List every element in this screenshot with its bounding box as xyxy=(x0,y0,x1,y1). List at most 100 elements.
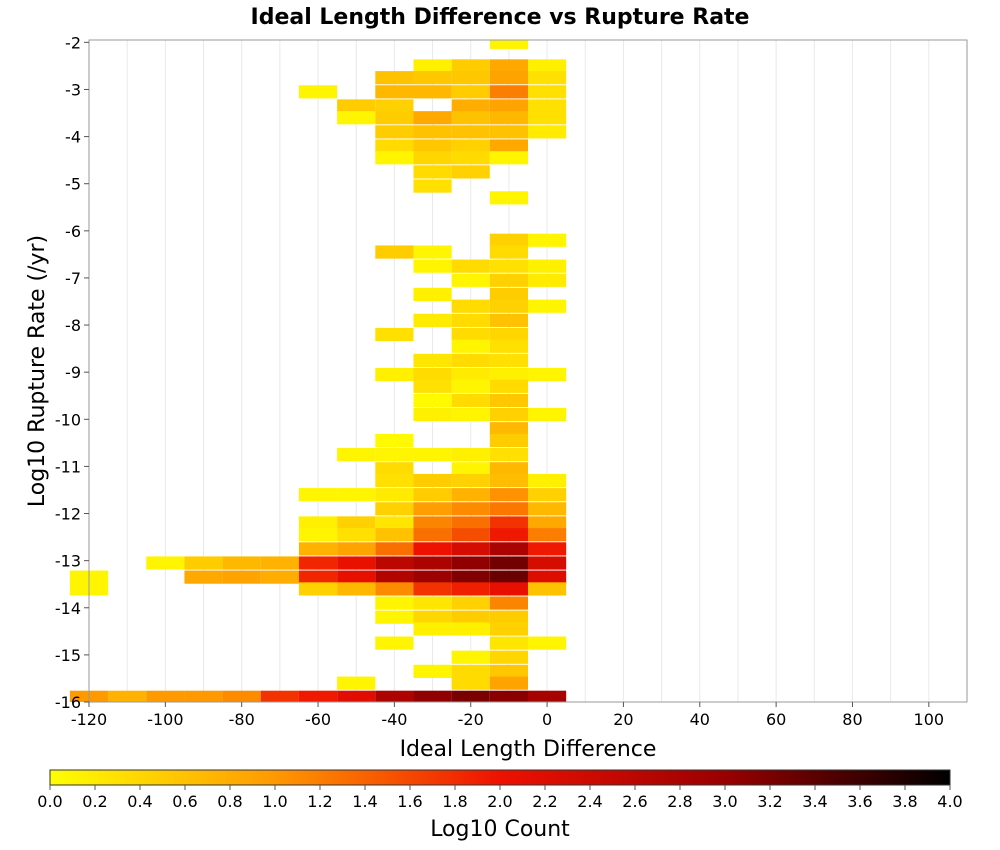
heatmap-cell xyxy=(489,245,528,259)
y-axis: -2 -3 -4 -5 -6 -7 -8 -9 -10 -11 -12 -13 -14 -15 -16 xyxy=(55,33,89,712)
heatmap-cell xyxy=(528,556,567,570)
y-axis-label: Log10 Rupture Rate (/yr) xyxy=(25,235,50,507)
heatmap-cell xyxy=(451,99,490,113)
heatmap-cell xyxy=(528,528,567,542)
heatmap-cell xyxy=(413,488,452,502)
heatmap-cell xyxy=(489,528,528,542)
x-tick-label: 40 xyxy=(690,710,710,729)
heatmap-cell xyxy=(413,59,452,73)
heatmap-cell xyxy=(451,85,490,99)
heatmap-cell xyxy=(489,462,528,476)
heatmap-cell xyxy=(451,151,490,165)
heatmap-cell xyxy=(375,582,414,596)
heatmap-cell xyxy=(451,165,490,179)
heatmap-cell xyxy=(489,407,528,422)
heatmap-cell xyxy=(413,85,452,99)
heatmap-cell xyxy=(451,448,490,462)
heatmap-cell xyxy=(451,542,490,556)
heatmap-cell xyxy=(451,407,490,422)
heatmap-cell xyxy=(337,516,376,530)
heatmap-cell xyxy=(337,528,376,542)
heatmap-cell xyxy=(375,85,414,99)
heatmap-cell xyxy=(375,448,414,462)
heatmap-cell xyxy=(489,636,528,650)
heatmap-cell xyxy=(375,125,414,139)
heatmap-cell xyxy=(413,596,452,610)
y-tick-label: -11 xyxy=(55,457,81,476)
heatmap-cell xyxy=(375,542,414,556)
heatmap-cell xyxy=(413,313,452,327)
heatmap-cell xyxy=(528,99,567,113)
heatmap-cell xyxy=(298,528,338,542)
heatmap-cell xyxy=(413,473,452,488)
colorbar-tick-label: 0.2 xyxy=(82,792,107,811)
x-tick-label: 80 xyxy=(842,710,862,729)
heatmap-cell xyxy=(375,473,414,488)
heatmap-cell xyxy=(489,422,528,436)
y-tick-label: -9 xyxy=(65,363,81,382)
heatmap-cell xyxy=(298,542,338,556)
heatmap-cell xyxy=(528,259,567,273)
colorbar-gradient xyxy=(49,769,951,786)
x-tick-label: -120 xyxy=(71,710,107,729)
x-tick-label: -20 xyxy=(458,710,484,729)
heatmap-cell xyxy=(451,622,490,636)
heatmap-cell xyxy=(451,299,490,313)
heatmap-cell xyxy=(489,448,528,462)
x-tick-label: -100 xyxy=(147,710,183,729)
heatmap-cell xyxy=(375,528,414,542)
y-tick-label: -2 xyxy=(65,33,81,52)
colorbar-tick-label: 1.6 xyxy=(397,792,422,811)
heatmap-cell xyxy=(451,488,490,502)
colorbar-tick-label: 2.2 xyxy=(532,792,557,811)
heatmap-cell xyxy=(413,179,452,193)
heatmap-cell xyxy=(184,690,223,702)
heatmap-cell xyxy=(337,556,376,570)
heatmap-cell xyxy=(489,690,528,702)
heatmap-cell xyxy=(489,367,528,382)
heatmap-cell xyxy=(413,259,452,273)
heatmap-cell xyxy=(489,71,528,85)
plot-frame xyxy=(88,39,968,703)
heatmap-cell xyxy=(489,233,528,247)
heatmap-cell xyxy=(413,379,452,393)
heatmap-cell xyxy=(489,327,528,342)
heatmap-cell xyxy=(375,433,414,448)
heatmap-cell xyxy=(184,570,223,584)
heatmap-cell xyxy=(528,582,567,596)
colorbar-tick-label: 4.0 xyxy=(937,792,962,811)
heatmap-cell xyxy=(375,462,414,476)
heatmap-cell xyxy=(489,59,528,73)
heatmap-cell xyxy=(489,111,528,125)
heatmap-cell xyxy=(451,313,490,327)
heatmap-cell xyxy=(413,610,452,624)
y-tick-label: -3 xyxy=(65,80,81,99)
heatmap-cell xyxy=(451,393,490,408)
heatmap-cell xyxy=(489,393,528,408)
heatmap-cell xyxy=(528,273,567,287)
x-tick-label: -40 xyxy=(381,710,407,729)
heatmap-cell xyxy=(528,59,567,73)
heatmap-cell xyxy=(337,582,376,596)
y-tick-label: -14 xyxy=(55,599,81,618)
heatmap-cell xyxy=(489,582,528,596)
heatmap-cell xyxy=(298,556,338,570)
heatmap-cell xyxy=(528,407,567,422)
heatmap-cell xyxy=(298,516,338,530)
heatmap-cell xyxy=(451,473,490,488)
heatmap-cell xyxy=(528,233,567,247)
heatmap-cell xyxy=(489,622,528,636)
y-tick-label: -6 xyxy=(65,222,81,241)
heatmap-cell xyxy=(489,191,528,205)
colorbar-tick-label: 2.4 xyxy=(577,792,602,811)
y-tick-label: -12 xyxy=(55,505,81,524)
x-tick-label: 20 xyxy=(613,710,633,729)
colorbar-label: Log10 Count xyxy=(430,817,570,842)
heatmap-cell xyxy=(184,556,223,570)
heatmap-cell xyxy=(413,622,452,636)
heatmap-cell xyxy=(528,125,567,139)
heatmap-cell xyxy=(413,542,452,556)
heatmap-cell xyxy=(489,433,528,448)
heatmap-cell xyxy=(489,610,528,624)
heatmap-cell xyxy=(489,650,528,664)
